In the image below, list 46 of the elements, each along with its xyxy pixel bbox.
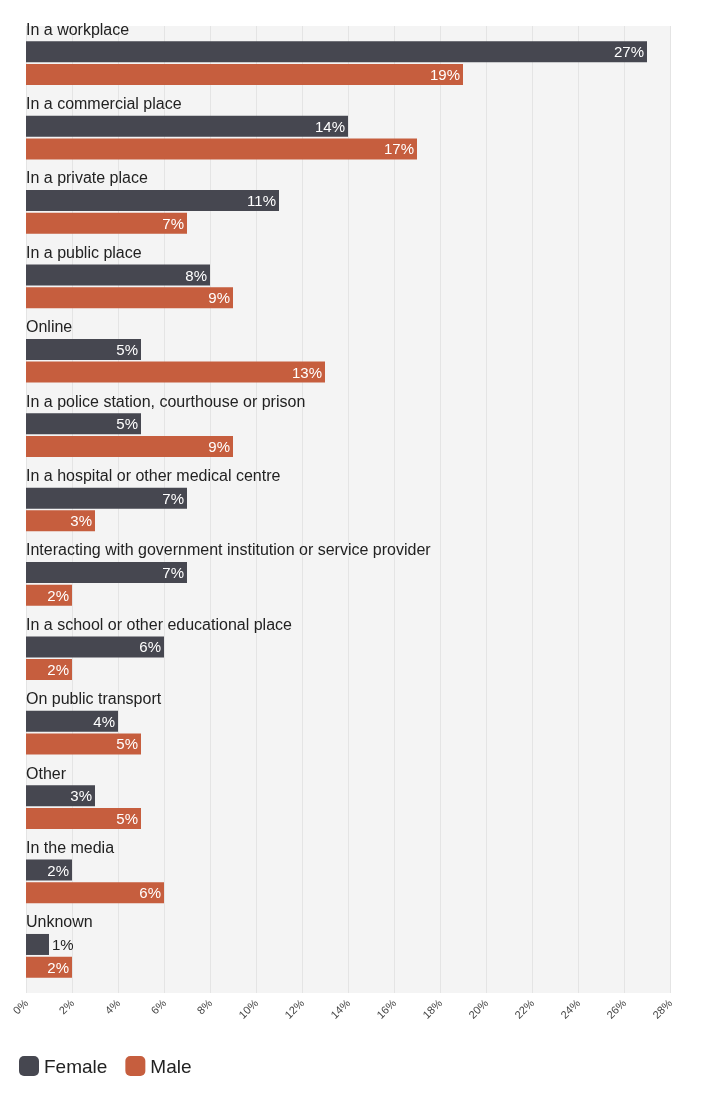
- y-tick-label: In the media: [26, 838, 115, 856]
- data-label: 3%: [70, 787, 92, 805]
- data-label: 7%: [162, 489, 184, 507]
- data-label: 3%: [70, 512, 92, 530]
- data-label: 17%: [383, 140, 414, 158]
- y-tick-label: In a commercial place: [26, 95, 182, 113]
- data-label: 19%: [429, 66, 460, 84]
- data-label: 2%: [47, 586, 69, 604]
- data-label: 2%: [47, 958, 69, 976]
- data-label: 13%: [291, 363, 322, 381]
- y-tick-label: In a workplace: [26, 20, 130, 38]
- data-label: 11%: [247, 192, 276, 210]
- y-tick-label: In a public place: [26, 243, 142, 261]
- data-label: 2%: [47, 861, 69, 879]
- data-label: 27%: [613, 43, 644, 61]
- x-tick-label: 8%: [194, 996, 215, 1017]
- x-tick-label: 6%: [148, 996, 169, 1017]
- data-label: 6%: [139, 638, 161, 656]
- x-tick-label: 2%: [56, 996, 77, 1017]
- y-tick-label: Other: [26, 764, 67, 782]
- y-tick-label: Unknown: [26, 913, 93, 931]
- y-tick-label: In a police station, courthouse or prison: [26, 392, 306, 410]
- y-tick-label: Online: [26, 318, 73, 336]
- data-label: 5%: [116, 735, 138, 753]
- data-label: 1%: [52, 935, 74, 953]
- data-label: 4%: [93, 712, 115, 730]
- legend-label: Female: [44, 1055, 108, 1077]
- data-label: 2%: [47, 661, 69, 679]
- x-tick-label: 4%: [102, 996, 123, 1017]
- data-label: 6%: [139, 884, 161, 902]
- data-label: 5%: [116, 809, 138, 827]
- data-label: 5%: [116, 340, 138, 358]
- data-label: 7%: [162, 214, 184, 232]
- data-label: 8%: [185, 266, 207, 284]
- x-tick-label: 0%: [10, 996, 31, 1017]
- y-tick-label: On public transport: [26, 690, 162, 708]
- data-label: 14%: [314, 117, 345, 135]
- data-label: 9%: [208, 437, 230, 455]
- data-label: 9%: [208, 289, 230, 307]
- data-label: 7%: [162, 564, 184, 582]
- y-tick-label: Interacting with government institution or service provider: [26, 541, 432, 559]
- y-tick-label: In a school or other educational place: [26, 615, 293, 633]
- legend-label: Male: [150, 1055, 192, 1077]
- data-label: 5%: [116, 415, 138, 433]
- y-tick-label: In a private place: [26, 169, 148, 187]
- y-tick-label: In a hospital or other medical centre: [26, 467, 281, 484]
